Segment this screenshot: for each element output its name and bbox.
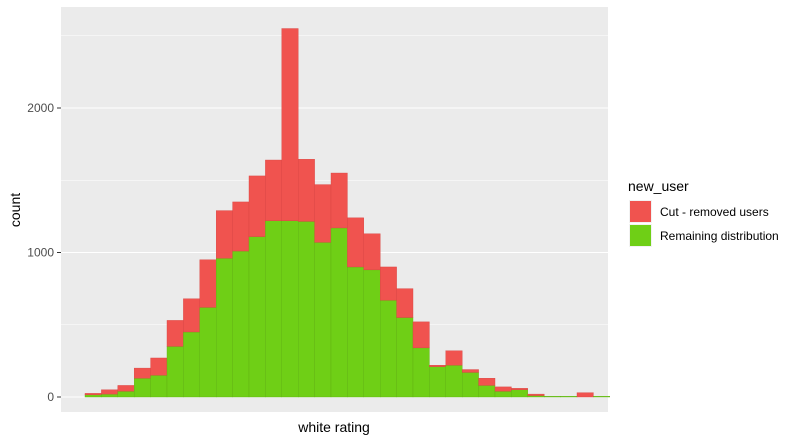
- bar-cut: [298, 159, 315, 222]
- bar-remaining: [166, 346, 184, 398]
- bar-remaining: [347, 266, 364, 398]
- bar-remaining: [380, 299, 397, 398]
- bar-cut: [215, 210, 233, 259]
- bar-remaining: [462, 372, 479, 398]
- bar-cut: [347, 217, 364, 268]
- bar-remaining: [429, 366, 446, 398]
- bar-cut: [462, 369, 479, 373]
- bar-cut: [412, 321, 430, 349]
- bar-remaining: [494, 391, 512, 398]
- bar-cut: [101, 389, 119, 395]
- bar-cut: [478, 378, 496, 386]
- y-axis: 0 1000 2000: [27, 101, 61, 404]
- bar-cut: [150, 357, 168, 376]
- y-axis-title: count: [7, 193, 23, 227]
- bar-cut: [183, 298, 200, 333]
- bar-remaining: [363, 269, 381, 398]
- bar-remaining: [265, 220, 282, 398]
- y-tick-label: 0: [47, 390, 54, 404]
- legend-key-swatch: [630, 201, 651, 222]
- legend: new_user Cut - removed users Remaining di…: [628, 178, 779, 247]
- bar-cut: [429, 365, 446, 367]
- bar-cut: [166, 320, 184, 347]
- bar-cut: [527, 393, 545, 396]
- bar-cut: [396, 288, 414, 318]
- bar-cut: [380, 266, 397, 301]
- bar-cut: [314, 184, 332, 243]
- bar-remaining: [101, 393, 119, 398]
- y-tick-label: 2000: [27, 101, 54, 115]
- bar-cut: [265, 159, 282, 221]
- bar-cut: [84, 393, 102, 396]
- bar-remaining: [330, 227, 348, 398]
- bar-cut: [232, 201, 250, 252]
- bar-cut: [494, 386, 512, 392]
- bar-cut: [330, 172, 348, 229]
- legend-title: new_user: [628, 178, 689, 194]
- legend-label: Cut - removed users: [660, 205, 769, 219]
- bar-remaining: [215, 258, 233, 398]
- bar-remaining: [232, 250, 250, 398]
- bar-cut: [117, 385, 135, 392]
- bar-remaining: [298, 221, 315, 398]
- bar-remaining: [544, 396, 561, 398]
- bar-cut: [445, 350, 463, 366]
- x-axis-title: white rating: [297, 419, 370, 435]
- bar-cut: [576, 392, 594, 398]
- bar-remaining: [445, 365, 463, 398]
- y-tick-label: 1000: [27, 246, 54, 260]
- bar-remaining: [412, 347, 430, 398]
- bar-remaining: [133, 378, 151, 398]
- bars: [84, 28, 611, 398]
- bar-remaining: [396, 317, 414, 398]
- bar-remaining: [84, 394, 102, 398]
- bar-cut: [133, 367, 151, 379]
- bar-remaining: [117, 391, 135, 398]
- bar-remaining: [150, 375, 168, 398]
- bar-remaining: [314, 242, 332, 398]
- bar-cut: [363, 233, 381, 271]
- bar-remaining: [248, 236, 266, 398]
- bar-remaining: [281, 220, 299, 398]
- legend-key-swatch: [630, 225, 651, 246]
- bar-cut: [511, 388, 528, 390]
- bar-cut: [248, 175, 266, 237]
- legend-label: Remaining distribution: [660, 229, 779, 243]
- bar-remaining: [527, 395, 545, 398]
- bar-remaining: [511, 389, 528, 398]
- bar-remaining: [183, 331, 200, 398]
- bar-cut: [281, 28, 299, 221]
- bar-cut: [199, 259, 217, 308]
- bar-remaining: [478, 385, 496, 398]
- bar-remaining: [560, 396, 578, 398]
- bar-remaining: [199, 307, 217, 398]
- bar-remaining: [593, 396, 611, 398]
